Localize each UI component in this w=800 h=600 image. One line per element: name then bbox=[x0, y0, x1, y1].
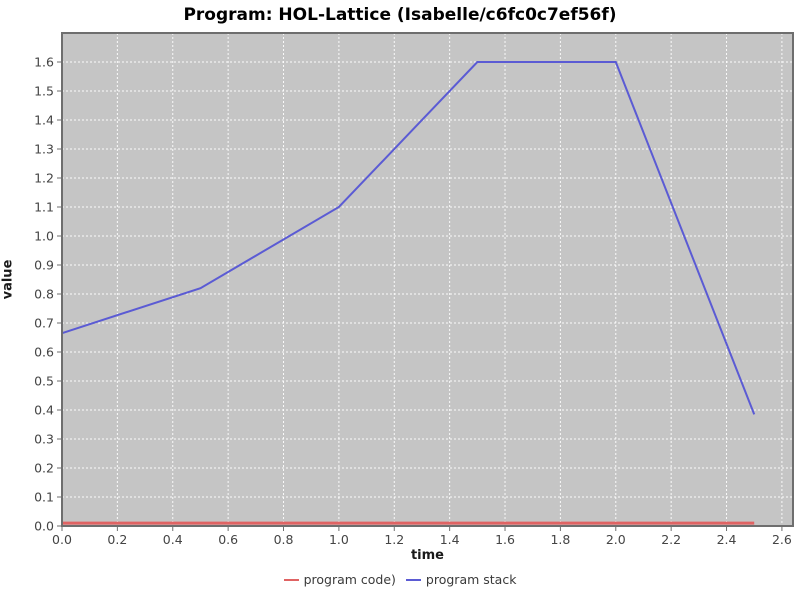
x-tick-label: 2.6 bbox=[772, 532, 792, 547]
x-tick-label: 0.4 bbox=[163, 532, 183, 547]
y-tick-label: 0.9 bbox=[34, 258, 54, 273]
y-tick-label: 0.5 bbox=[34, 374, 54, 389]
legend-item-program-code: program code) bbox=[283, 572, 396, 587]
x-tick-label: 0.2 bbox=[107, 532, 127, 547]
x-tick-label: 0.8 bbox=[274, 532, 294, 547]
x-tick-label: 2.0 bbox=[606, 532, 626, 547]
x-axis-label: time bbox=[410, 548, 445, 563]
y-tick-label: 0.2 bbox=[34, 461, 54, 476]
legend-label-program-stack: program stack bbox=[425, 572, 517, 587]
y-tick-label: 1.4 bbox=[34, 113, 54, 128]
y-tick-label: 0.4 bbox=[34, 403, 54, 418]
x-tick-label: 1.8 bbox=[550, 532, 570, 547]
legend-swatch-program-code bbox=[283, 578, 299, 581]
legend: program code) program stack bbox=[0, 572, 800, 587]
x-tick-label: 2.4 bbox=[717, 532, 737, 547]
x-tick-label: 1.0 bbox=[329, 532, 349, 547]
x-tick-label: 1.4 bbox=[440, 532, 460, 547]
y-tick-label: 1.1 bbox=[34, 200, 54, 215]
y-tick-label: 0.0 bbox=[34, 519, 54, 534]
y-tick-label: 1.3 bbox=[34, 142, 54, 157]
y-tick-label: 1.0 bbox=[34, 229, 54, 244]
plot-background bbox=[62, 33, 793, 526]
series-line-program-stack bbox=[61, 61, 756, 415]
legend-label-program-code: program code) bbox=[303, 572, 396, 587]
x-tick-label: 1.6 bbox=[495, 532, 515, 547]
plot-border bbox=[61, 32, 794, 527]
x-tick-label: 0.6 bbox=[218, 532, 238, 547]
y-tick-label: 0.7 bbox=[34, 316, 54, 331]
y-tick-label: 0.6 bbox=[34, 345, 54, 360]
y-tick-label: 0.8 bbox=[34, 287, 54, 302]
y-tick-label: 0.1 bbox=[34, 490, 54, 505]
chart-title: Program: HOL-Lattice (Isabelle/c6fc0c7ef… bbox=[183, 5, 617, 25]
y-tick-label: 1.6 bbox=[34, 55, 54, 70]
y-tick-label: 1.5 bbox=[34, 84, 54, 99]
x-tick-label: 2.2 bbox=[661, 532, 681, 547]
y-tick-label: 1.2 bbox=[34, 171, 54, 186]
legend-item-program-stack: program stack bbox=[405, 572, 517, 587]
legend-swatch-program-stack bbox=[405, 578, 421, 581]
x-tick-label: 1.2 bbox=[384, 532, 404, 547]
x-tick-label: 0.0 bbox=[52, 532, 72, 547]
y-tick-label: 0.3 bbox=[34, 432, 54, 447]
y-axis-label: value bbox=[0, 259, 16, 300]
